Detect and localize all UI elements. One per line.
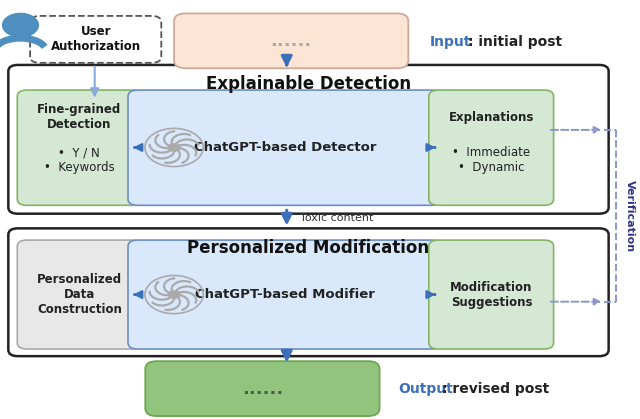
FancyBboxPatch shape [17, 240, 142, 349]
Text: ChatGPT-based Detector: ChatGPT-based Detector [193, 141, 376, 154]
Text: Personalized
Data
Construction: Personalized Data Construction [36, 273, 122, 316]
Text: ......: ...... [242, 380, 283, 398]
Text: •  Immediate
•  Dynamic: • Immediate • Dynamic [452, 146, 531, 174]
Text: Explanations: Explanations [449, 111, 534, 124]
Text: ......: ...... [271, 32, 312, 50]
Text: ChatGPT-based Modifier: ChatGPT-based Modifier [195, 288, 375, 301]
FancyBboxPatch shape [145, 361, 380, 416]
Text: Personalized Modification: Personalized Modification [188, 239, 429, 257]
FancyBboxPatch shape [17, 90, 142, 205]
Text: : revised post: : revised post [442, 382, 550, 396]
FancyBboxPatch shape [8, 228, 609, 356]
FancyBboxPatch shape [30, 16, 161, 63]
Text: Toxic content: Toxic content [300, 213, 373, 223]
Text: •  Y / N
•  Keywords: • Y / N • Keywords [44, 146, 115, 174]
FancyBboxPatch shape [429, 240, 554, 349]
FancyBboxPatch shape [429, 90, 554, 205]
Text: : initial post: : initial post [468, 35, 563, 49]
Text: Verification: Verification [625, 180, 635, 252]
Text: Output: Output [399, 382, 454, 396]
FancyBboxPatch shape [128, 90, 442, 205]
FancyBboxPatch shape [8, 65, 609, 214]
FancyBboxPatch shape [128, 240, 442, 349]
Text: Input: Input [430, 35, 472, 49]
Text: Modification
Suggestions: Modification Suggestions [451, 281, 532, 308]
Text: User
Authorization: User Authorization [51, 26, 141, 53]
Circle shape [3, 13, 38, 37]
FancyBboxPatch shape [174, 13, 408, 68]
Text: Explainable Detection: Explainable Detection [206, 75, 411, 93]
Text: Fine-grained
Detection: Fine-grained Detection [37, 103, 122, 131]
